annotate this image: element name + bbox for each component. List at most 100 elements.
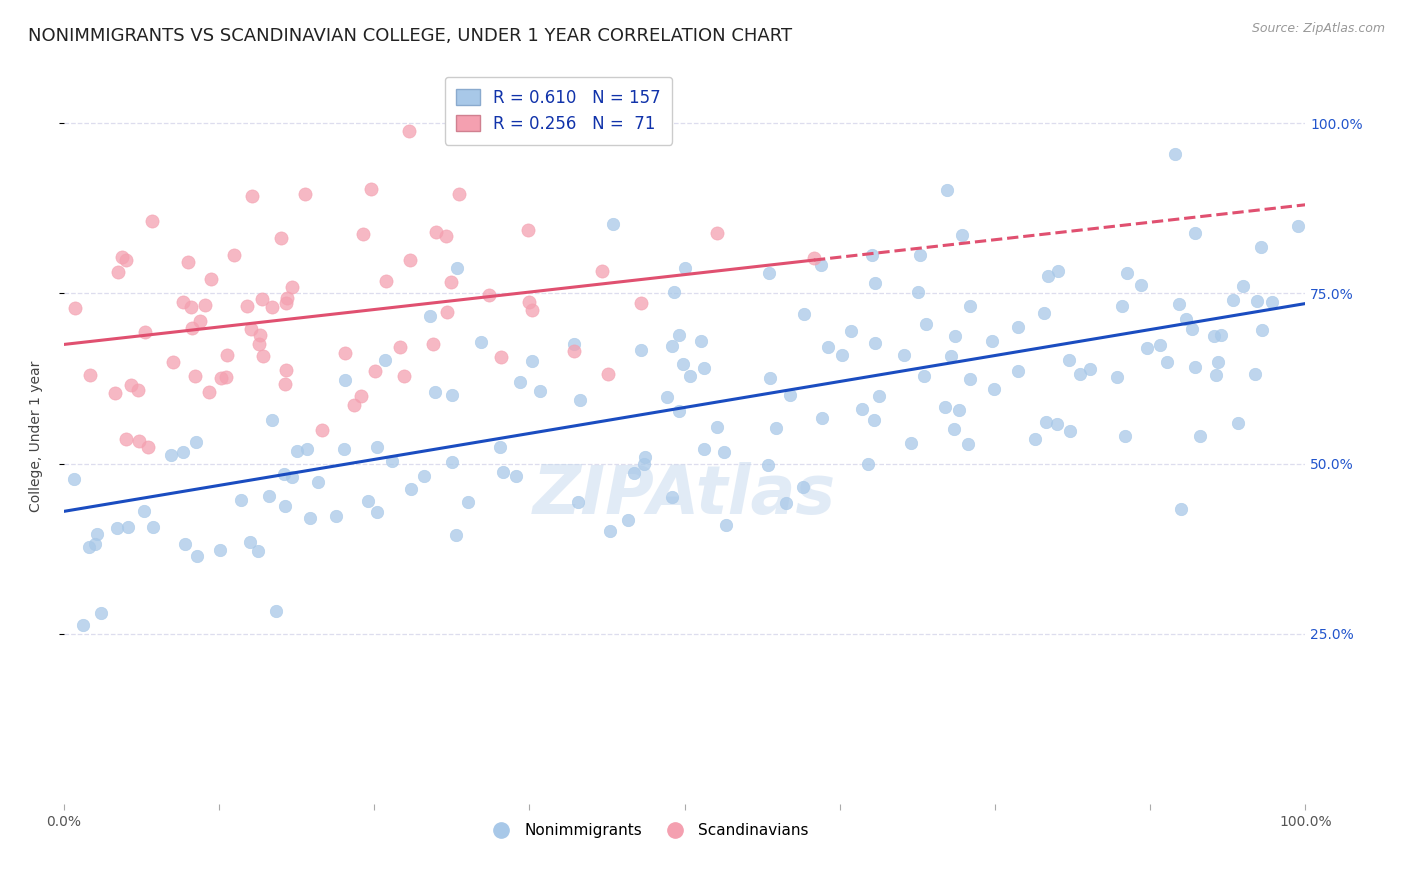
Point [79,368,101,383]
Point [596,367,619,381]
Point [1204,329,1226,343]
Point [441,455,464,469]
Point [1107,369,1129,384]
Point [714,518,737,533]
Point [107,264,129,278]
Point [856,457,879,471]
Point [908,248,931,262]
Point [713,445,735,459]
Point [222,248,245,262]
Point [693,361,716,376]
Point [1032,306,1054,320]
Point [567,494,589,508]
Point [364,364,387,378]
Point [517,294,540,309]
Point [418,309,440,323]
Point [758,371,780,385]
Point [1164,146,1187,161]
Point [63,472,86,486]
Point [505,468,527,483]
Point [285,444,308,458]
Point [868,389,890,403]
Point [839,324,862,338]
Point [114,252,136,267]
Point [1046,264,1069,278]
Point [489,440,512,454]
Point [239,321,262,335]
Point [1250,323,1272,337]
Point [349,389,371,403]
Point [180,300,202,314]
Point [900,436,922,450]
Point [492,465,515,479]
Point [1184,359,1206,374]
Point [1114,428,1136,442]
Point [375,274,398,288]
Point [86,527,108,541]
Point [79,540,101,554]
Point [249,328,271,343]
Point [1069,367,1091,381]
Point [357,493,380,508]
Point [425,226,447,240]
Point [136,441,159,455]
Point [831,348,853,362]
Point [200,272,222,286]
Point [1181,322,1204,336]
Point [851,401,873,416]
Point [270,230,292,244]
Point [252,292,274,306]
Point [173,536,195,550]
Point [231,493,253,508]
Point [983,382,1005,396]
Point [529,384,551,398]
Point [260,300,283,314]
Point [811,411,834,425]
Point [599,524,621,538]
Point [299,510,322,524]
Point [422,337,444,351]
Text: ZIPAtlas: ZIPAtlas [533,462,837,528]
Point [865,276,887,290]
Point [352,227,374,241]
Point [198,385,221,400]
Point [668,404,690,418]
Point [591,263,613,277]
Point [1156,354,1178,368]
Point [117,519,139,533]
Point [366,505,388,519]
Point [623,466,645,480]
Point [673,260,696,275]
Point [934,401,956,415]
Point [1116,266,1139,280]
Point [1261,295,1284,310]
Point [449,187,471,202]
Point [664,285,686,299]
Point [160,448,183,462]
Point [436,304,458,318]
Point [1059,424,1081,438]
Point [374,352,396,367]
Point [434,228,457,243]
Point [1226,417,1249,431]
Point [257,489,280,503]
Point [423,385,446,400]
Point [307,475,329,490]
Point [1188,429,1211,443]
Point [239,535,262,549]
Point [276,291,298,305]
Point [792,480,814,494]
Point [274,499,297,513]
Point [1059,353,1081,368]
Text: NONIMMIGRANTS VS SCANDINAVIAN COLLEGE, UNDER 1 YEAR CORRELATION CHART: NONIMMIGRANTS VS SCANDINAVIAN COLLEGE, U… [28,27,792,45]
Point [128,434,150,449]
Point [522,354,544,368]
Point [939,349,962,363]
Point [1007,363,1029,377]
Point [1036,268,1059,283]
Point [803,251,825,265]
Point [1170,502,1192,516]
Point [914,317,936,331]
Point [655,390,678,404]
Point [311,423,333,437]
